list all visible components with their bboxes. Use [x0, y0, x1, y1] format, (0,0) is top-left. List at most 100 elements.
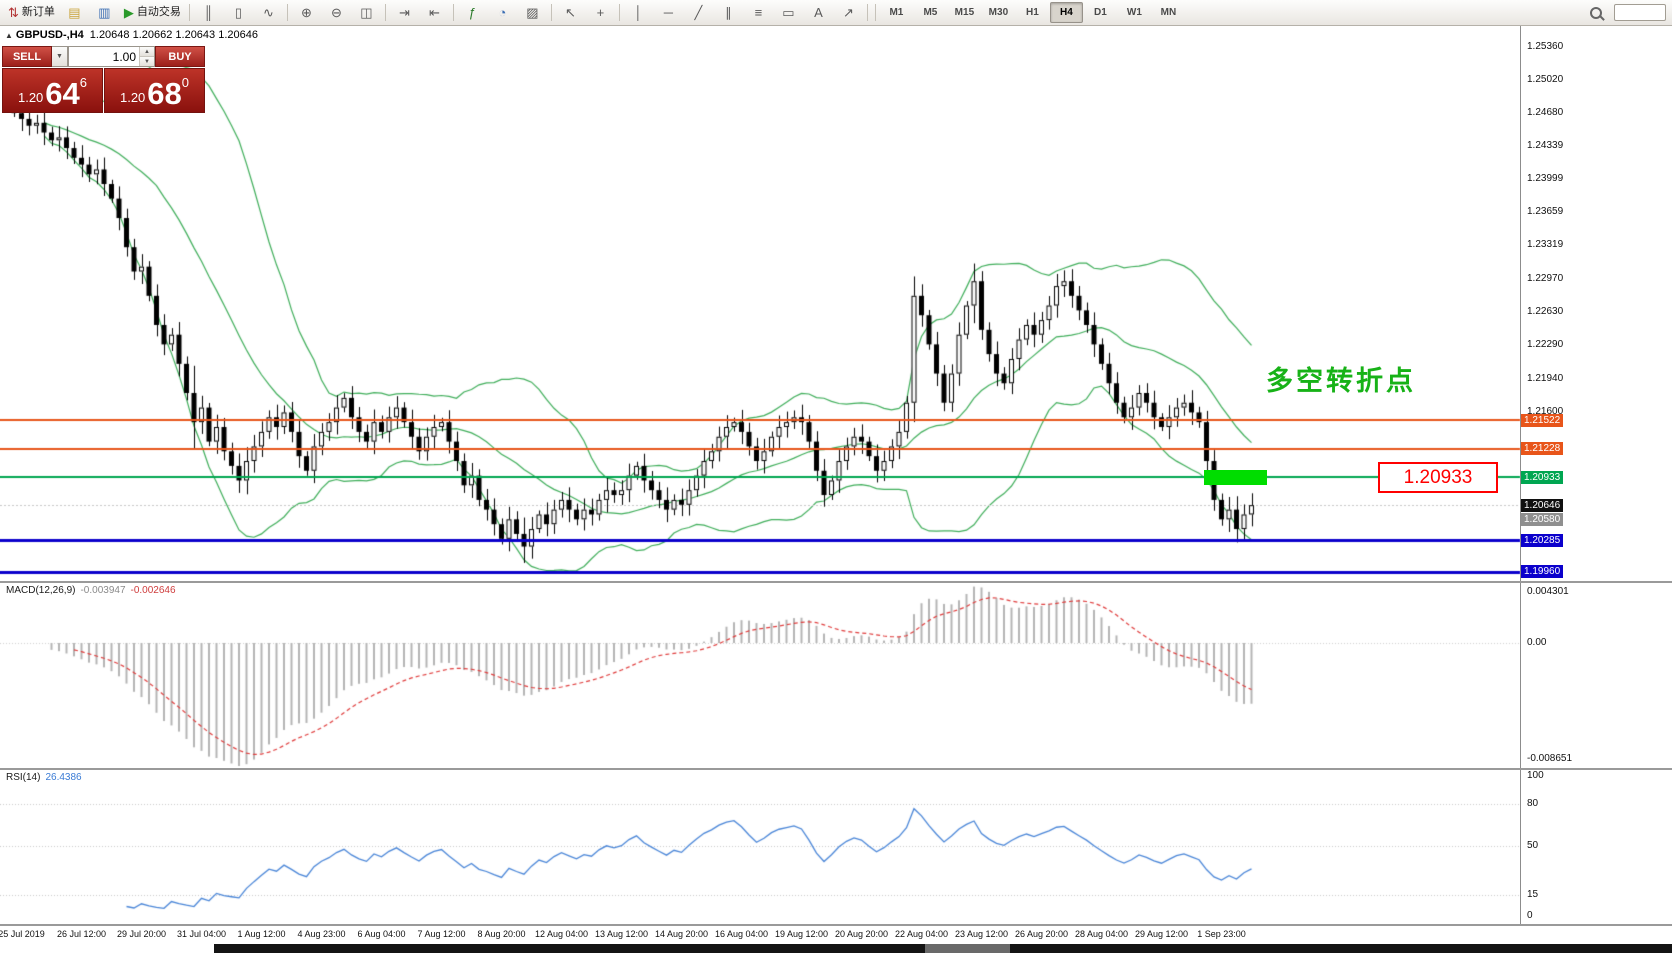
date-tick: 29 Jul 20:00 [116, 929, 167, 939]
shapes-icon: ▭ [782, 5, 795, 20]
lot-spin-up-icon[interactable]: ▲ [140, 47, 154, 56]
lot-spin-down-icon[interactable]: ▼ [140, 56, 154, 66]
date-tick: 7 Aug 12:00 [417, 929, 466, 939]
price-callout-box[interactable]: 1.20933 [1378, 462, 1498, 493]
toolbar-separator [286, 4, 288, 21]
timeframe-h1[interactable]: H1 [1026, 6, 1039, 18]
crosshair-icon[interactable]: + [586, 1, 615, 24]
profiles-icon[interactable]: ▤ [60, 1, 89, 24]
shapes-icon[interactable]: ▭ [774, 1, 803, 24]
timeframe-m15[interactable]: M15 [954, 6, 975, 18]
lot-dropdown-arrow[interactable]: ▼ [52, 46, 68, 67]
date-tick: 1 Aug 12:00 [237, 929, 286, 939]
symbol-name: GBPUSD-,H4 [15, 29, 84, 41]
vertical-line-icon: │ [634, 5, 643, 20]
macd-label: MACD(12,26,9) [6, 585, 76, 596]
lot-input[interactable]: 1.00 [112, 49, 136, 64]
equidistant-channel-icon[interactable]: ∥ [714, 1, 743, 24]
price-tick: 1.22290 [1527, 339, 1564, 350]
trendline-icon[interactable]: ╱ [684, 1, 713, 24]
price-tick: 1.22970 [1527, 273, 1564, 284]
candlestick-chart-icon: ▯ [234, 5, 242, 20]
symbol-search-button[interactable] [1581, 1, 1610, 24]
chart-shift-icon: ⇤ [428, 5, 440, 20]
fibonacci-icon[interactable]: ≡ [744, 1, 773, 24]
date-tick: 8 Aug 20:00 [477, 929, 526, 939]
zoom-in-icon[interactable]: ⊕ [292, 1, 321, 24]
bid-price-big: 64 [45, 75, 80, 111]
price-scale-separator [1520, 26, 1521, 924]
market-watch-icon: ▥ [98, 5, 111, 20]
date-tick: 1 Sep 23:00 [1197, 929, 1246, 939]
vertical-line-icon[interactable]: │ [624, 1, 653, 24]
candlestick-chart-icon[interactable]: ▯ [224, 1, 253, 24]
panel-divider-price-macd[interactable] [0, 581, 1672, 583]
price-tick: 1.23999 [1527, 173, 1564, 184]
bar-chart-icon[interactable]: ║ [194, 1, 223, 24]
equidistant-channel-icon: ∥ [725, 5, 732, 20]
rsi-scale-label: 15 [1527, 889, 1539, 900]
tile-windows-icon[interactable]: ◫ [352, 1, 381, 24]
text-icon[interactable]: A [804, 1, 833, 24]
symbol-search-input[interactable] [1614, 4, 1666, 21]
chart-text-annotation[interactable]: 多空转折点 [1266, 366, 1416, 396]
new-order-button[interactable]: ⇅ 新订单 [4, 1, 59, 24]
timeframe-w1[interactable]: W1 [1126, 6, 1142, 18]
indicators-icon[interactable]: ƒ [458, 1, 487, 24]
panel-divider-rsi-axis[interactable] [0, 924, 1672, 926]
auto-trading-icon: ▶ [123, 5, 134, 20]
auto-scroll-icon: ⇥ [398, 5, 410, 20]
lot-field: 1.00 ▲ ▼ [68, 46, 155, 67]
auto-trading-button[interactable]: ▶ 自动交易 [120, 1, 185, 24]
templates-icon: ▨ [526, 5, 539, 20]
price-tick: 1.23659 [1527, 206, 1564, 217]
date-tick: 31 Jul 04:00 [176, 929, 227, 939]
buy-button[interactable]: BUY [155, 46, 205, 67]
hline-price-tag: 1.19960 [1521, 565, 1564, 578]
panel-toggle-icon[interactable]: ▲ [5, 31, 13, 40]
lot-spinner: ▲ ▼ [139, 47, 154, 66]
arrow-tools-icon[interactable]: ↗ [834, 1, 863, 24]
horizontal-line-icon[interactable]: ─ [654, 1, 683, 24]
highlight-zone-object[interactable] [1204, 470, 1267, 485]
price-tick: 1.25020 [1527, 74, 1564, 85]
date-tick: 29 Aug 12:00 [1134, 929, 1189, 939]
panel-divider-macd-rsi[interactable] [0, 768, 1672, 770]
timeframe-h4[interactable]: H4 [1049, 2, 1083, 23]
cursor-icon: ↖ [564, 5, 576, 20]
bar-chart-icon: ║ [203, 5, 214, 20]
timeframe-m30[interactable]: M30 [988, 6, 1009, 18]
hline-price-tag: 1.20933 [1521, 471, 1564, 484]
text-icon: A [814, 5, 823, 20]
auto-scroll-icon[interactable]: ⇥ [390, 1, 419, 24]
auto-trading-label: 自动交易 [136, 6, 181, 18]
ask-price-big: 68 [147, 75, 182, 111]
timeframe-d1[interactable]: D1 [1094, 6, 1107, 18]
timeframe-m5[interactable]: M5 [923, 6, 938, 18]
ask-price-box[interactable]: 1.20 68 0 [104, 68, 205, 113]
secondary-price-tag: 1.20580 [1521, 513, 1564, 526]
sell-button[interactable]: SELL [2, 46, 52, 67]
zoom-out-icon[interactable]: ⊖ [322, 1, 351, 24]
templates-icon[interactable]: ▨ [518, 1, 547, 24]
symbol-bar: ▲ GBPUSD-,H4 1.20648 1.20662 1.20643 1.206… [5, 29, 258, 41]
cursor-icon[interactable]: ↖ [556, 1, 585, 24]
date-tick: 16 Aug 04:00 [714, 929, 769, 939]
bid-price-small: 1.20 [17, 90, 44, 105]
rsi-scale-label: 100 [1527, 770, 1544, 781]
price-tick: 1.24339 [1527, 140, 1564, 151]
price-tick: 1.22630 [1527, 306, 1564, 317]
line-chart-icon[interactable]: ∿ [254, 1, 283, 24]
date-tick: 28 Aug 04:00 [1074, 929, 1129, 939]
periods-icon: ◔ [498, 5, 507, 20]
macd-label-line: MACD(12,26,9) -0.003947 -0.002646 [6, 585, 176, 596]
rsi-value: 26.4386 [45, 772, 82, 783]
bid-price-box[interactable]: 1.20 64 6 [2, 68, 103, 113]
line-chart-icon: ∿ [262, 5, 274, 20]
chart-shift-icon[interactable]: ⇤ [420, 1, 449, 24]
periods-icon[interactable]: ◔ [488, 1, 517, 24]
market-watch-icon[interactable]: ▥ [90, 1, 119, 24]
timeframe-m1[interactable]: M1 [889, 6, 904, 18]
timeframe-mn[interactable]: MN [1160, 6, 1177, 18]
toolbar-separator [550, 4, 552, 21]
